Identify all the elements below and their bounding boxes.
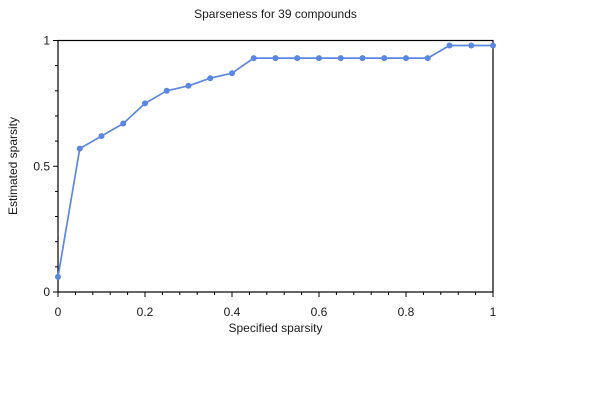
data-point bbox=[207, 75, 214, 82]
series-markers bbox=[55, 42, 496, 280]
y-tick-label: 0.5 bbox=[33, 159, 50, 173]
x-axis-tick-labels: 0 0.2 0.4 0.6 0.8 1 bbox=[55, 305, 497, 319]
data-point bbox=[185, 82, 192, 89]
data-point bbox=[98, 133, 105, 140]
data-point bbox=[55, 273, 61, 280]
data-point bbox=[272, 55, 279, 62]
data-point bbox=[76, 145, 83, 152]
chart-title: Sparseness for 39 compounds bbox=[194, 7, 357, 21]
data-point bbox=[120, 120, 127, 127]
x-tick-label: 0.6 bbox=[311, 305, 328, 319]
x-tick-label: 1 bbox=[490, 305, 497, 319]
y-tick-label: 1 bbox=[43, 34, 50, 48]
y-tick-label: 0 bbox=[43, 285, 50, 299]
data-point bbox=[294, 55, 301, 62]
data-point bbox=[163, 87, 170, 94]
data-point bbox=[446, 42, 453, 49]
plot-area-box bbox=[57, 39, 494, 293]
data-point bbox=[424, 55, 431, 62]
series-line bbox=[57, 44, 494, 278]
data-point bbox=[250, 55, 257, 62]
data-point bbox=[468, 42, 475, 49]
y-axis-ticks bbox=[53, 40, 58, 293]
data-point bbox=[142, 100, 148, 107]
data-point bbox=[359, 55, 366, 62]
data-point bbox=[381, 55, 388, 62]
data-point bbox=[229, 70, 235, 77]
x-axis-label: Specified sparsity bbox=[228, 321, 322, 335]
y-axis-label: Estimated sparsity bbox=[6, 117, 20, 215]
x-tick-label: 0.4 bbox=[224, 305, 241, 319]
x-tick-label: 0.2 bbox=[137, 305, 154, 319]
data-point bbox=[403, 55, 409, 62]
x-tick-label: 0 bbox=[55, 305, 62, 319]
x-tick-label: 0.8 bbox=[398, 305, 415, 319]
data-point bbox=[316, 55, 322, 62]
data-point bbox=[490, 42, 496, 49]
y-axis-tick-labels: 00.51 bbox=[33, 34, 50, 300]
x-axis-ticks bbox=[57, 292, 494, 297]
data-point bbox=[337, 55, 344, 62]
